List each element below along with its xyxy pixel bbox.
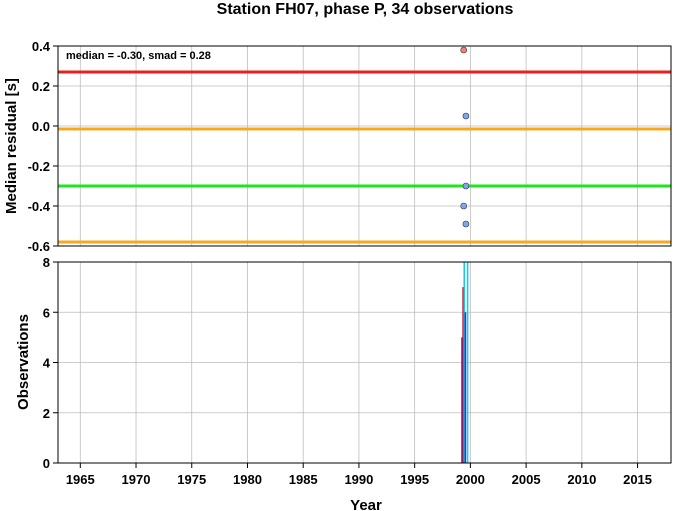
residual-grid [58, 45, 671, 247]
observation-bar [463, 262, 466, 463]
x-tick-label: 2010 [567, 472, 596, 487]
residual-y-tick-label: 0.2 [32, 79, 50, 94]
residual-y-tick-label: -0.6 [28, 239, 50, 254]
chart-title: Station FH07, phase P, 34 observations [217, 1, 514, 18]
residual-point-outlier [460, 46, 467, 54]
residual-panel: 0.4 0.2 0.0 -0.2 -0.4 -0.6 median = -0.30, sm… [3, 39, 672, 254]
residual-point [462, 220, 470, 228]
residual-y-axis-label: Median residual [s] [3, 78, 20, 214]
observations-y-tick-label: 0 [43, 456, 50, 471]
observations-y-axis-label: Observations [15, 314, 32, 410]
residual-point [462, 182, 470, 190]
observations-grid [58, 261, 671, 464]
residual-y-tick-label: 0.4 [32, 39, 51, 54]
observation-bar [461, 337, 463, 463]
x-tick-label: 1995 [400, 472, 429, 487]
x-tick-label: 1990 [344, 472, 373, 487]
x-tick-label: 1965 [66, 472, 95, 487]
observation-bar [462, 287, 464, 463]
residual-point [460, 202, 467, 210]
residual-point [462, 112, 470, 120]
observations-y-ticks: 0 2 4 6 8 [43, 255, 58, 471]
observations-y-tick-label: 8 [43, 255, 50, 270]
observations-y-tick-label: 4 [43, 356, 51, 371]
residual-y-tick-label: -0.2 [28, 159, 50, 174]
x-tick-label: 2000 [456, 472, 485, 487]
x-tick-label: 1980 [233, 472, 262, 487]
observations-x-ticks: 1965 1970 1975 1980 1985 1990 1995 2000 2005 2010… [66, 463, 652, 487]
x-tick-label: 1975 [177, 472, 206, 487]
residual-annotation: median = -0.30, smad = 0.28 [66, 50, 211, 62]
residual-reference-lines [58, 70, 671, 244]
x-tick-label: 1970 [122, 472, 151, 487]
observations-y-tick-label: 2 [43, 406, 50, 421]
x-tick-label: 2005 [512, 472, 541, 487]
residual-frame [57, 45, 672, 247]
residual-y-ticks: 0.4 0.2 0.0 -0.2 -0.4 -0.6 [28, 39, 58, 254]
x-tick-label: 2015 [623, 472, 652, 487]
residual-y-tick-label: 0.0 [32, 119, 50, 134]
observation-bar [464, 312, 467, 463]
residual-points [460, 46, 470, 228]
observations-bars [461, 262, 469, 463]
observations-panel: 0 2 4 6 8 1965 1970 1975 1980 1985 1990 1995 2000 20… [15, 255, 672, 511]
observations-y-tick-label: 6 [43, 305, 50, 320]
x-tick-label: 1985 [289, 472, 318, 487]
x-axis-label: Year [350, 497, 382, 511]
observation-bar [466, 262, 469, 463]
residual-y-tick-label: -0.4 [28, 199, 51, 214]
